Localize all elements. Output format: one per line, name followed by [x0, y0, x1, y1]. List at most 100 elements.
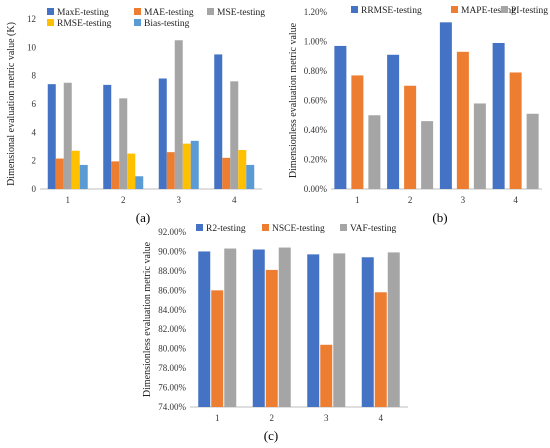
bar	[421, 121, 434, 189]
x-tick-label: 4	[513, 195, 518, 205]
y-tick-label: 90.00%	[158, 246, 186, 256]
panel-label: (c)	[264, 428, 278, 443]
x-tick-label: 3	[177, 195, 182, 205]
bar	[387, 252, 400, 407]
x-tick-label: 4	[232, 195, 237, 205]
legend-entry: MaxE-testing	[57, 8, 109, 18]
bar	[278, 247, 291, 407]
y-tick-label: 8	[32, 71, 37, 81]
bar	[119, 98, 128, 189]
bar	[127, 153, 136, 189]
y-tick-label: 12	[27, 14, 36, 24]
x-tick-label: 2	[270, 413, 275, 423]
y-tick-label: 0	[32, 184, 37, 194]
bar	[174, 40, 183, 189]
y-axis-label: Dimensionless evaluation metric value	[288, 22, 299, 178]
legend-swatch	[351, 6, 358, 13]
bar	[47, 84, 56, 189]
bar	[63, 82, 72, 189]
chart-panel: 74.00% 76.00% 78.00% 80.00% 82.00% 84.00% 86.0…	[142, 224, 408, 443]
legend-swatch	[47, 19, 54, 26]
bar	[492, 42, 505, 189]
bar	[526, 113, 539, 189]
bar	[230, 81, 239, 189]
y-tick-label: 0.80%	[304, 66, 328, 76]
legend-entry: R2-testing	[206, 224, 246, 234]
legend-entry: MAE-testing	[144, 8, 194, 18]
legend-swatch	[47, 8, 54, 15]
y-tick-label: 2	[32, 156, 37, 166]
bar	[387, 54, 400, 190]
legend-entry: Bias-testing	[144, 19, 190, 29]
legend-entry: NSCE-testing	[272, 224, 325, 234]
legend-swatch	[262, 224, 269, 231]
y-tick-label: 82.00%	[158, 324, 186, 334]
bar	[214, 54, 223, 189]
bar	[71, 150, 80, 189]
legend-entry: PI-testing	[511, 6, 548, 16]
panel-label: (a)	[136, 210, 150, 225]
x-tick-label: 3	[324, 413, 329, 423]
y-tick-label: 0.60%	[304, 96, 328, 106]
x-tick-label: 2	[121, 195, 126, 205]
legend-entry: MSE-testing	[217, 8, 265, 18]
y-tick-label: 10	[27, 42, 37, 52]
x-tick-label: 1	[355, 195, 360, 205]
bar	[190, 140, 199, 189]
legend-entry: MAPE-testing	[461, 6, 516, 16]
bar	[368, 115, 381, 189]
bar	[55, 158, 64, 189]
bar	[182, 143, 191, 189]
legend-entry: RRMSE-testing	[361, 6, 422, 16]
bar	[222, 157, 231, 189]
y-tick-label: 0.00%	[304, 184, 328, 194]
y-tick-label: 0.40%	[304, 125, 328, 135]
panel-label: (b)	[432, 210, 447, 225]
bar	[252, 249, 265, 407]
y-tick-label: 1.20%	[304, 7, 328, 17]
bar	[246, 164, 255, 189]
y-tick-label: 92.00%	[158, 227, 186, 237]
bar	[265, 269, 278, 407]
legend-swatch	[134, 19, 141, 26]
legend-swatch	[501, 6, 508, 13]
y-tick-label: 76.00%	[158, 383, 186, 393]
bar	[320, 344, 333, 407]
bar	[111, 161, 120, 189]
chart-panel: 0.00% 0.20% 0.40% 0.60% 0.80% 1.00% 1.20% 1 2 3 4 D…	[288, 6, 548, 225]
bar	[334, 45, 347, 189]
y-tick-label: 6	[32, 99, 37, 109]
bar	[307, 254, 320, 407]
y-tick-label: 80.00%	[158, 344, 186, 354]
bar	[439, 22, 452, 190]
bar	[456, 51, 469, 190]
x-tick-label: 2	[408, 195, 413, 205]
legend-entry: RMSE-testing	[57, 19, 112, 29]
x-tick-label: 1	[66, 195, 71, 205]
bar	[211, 290, 224, 407]
legend-swatch	[451, 6, 458, 13]
bar	[198, 251, 211, 407]
bar	[404, 85, 417, 189]
y-tick-label: 74.00%	[158, 402, 186, 412]
bar	[374, 292, 387, 407]
y-tick-label: 0.20%	[304, 155, 328, 165]
y-tick-label: 4	[32, 127, 37, 137]
y-tick-label: 88.00%	[158, 266, 186, 276]
y-tick-label: 1.00%	[304, 37, 328, 47]
y-tick-label: 78.00%	[158, 363, 186, 373]
x-tick-label: 1	[215, 413, 220, 423]
bar	[238, 150, 247, 189]
x-tick-label: 4	[379, 413, 384, 423]
legend-swatch	[134, 8, 141, 15]
bar	[473, 103, 486, 189]
bar	[509, 72, 522, 189]
bar	[361, 257, 374, 407]
y-tick-label: 84.00%	[158, 305, 186, 315]
bar	[224, 248, 237, 407]
legend-entry: VAF-testing	[350, 224, 397, 234]
bar	[103, 84, 112, 189]
x-tick-label: 3	[461, 195, 466, 205]
